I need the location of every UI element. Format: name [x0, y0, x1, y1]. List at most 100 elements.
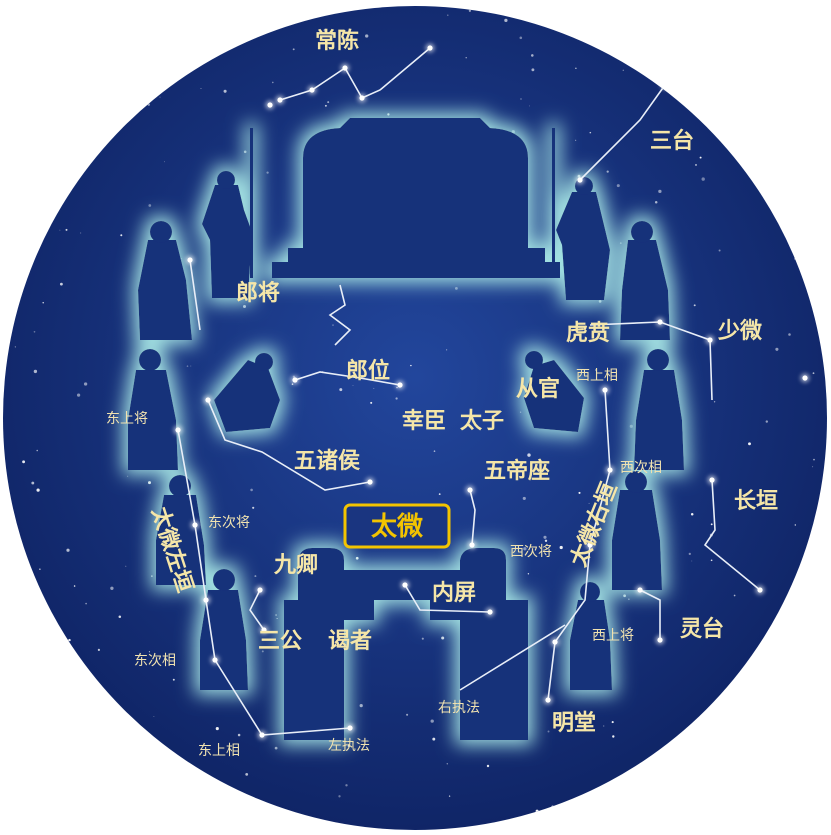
background-star	[223, 89, 227, 93]
background-star	[120, 234, 123, 237]
background-star	[693, 304, 696, 307]
background-star	[218, 809, 222, 813]
background-star	[446, 349, 448, 351]
background-star	[718, 54, 721, 58]
background-star	[28, 93, 31, 96]
label-xicijiang: 西次将	[510, 544, 552, 560]
label-dongshangjiang: 东上将	[106, 411, 148, 427]
background-star	[733, 594, 736, 597]
background-star	[527, 453, 531, 457]
background-star	[6, 694, 10, 698]
background-star	[589, 131, 592, 134]
background-star	[690, 512, 694, 516]
background-star	[159, 96, 161, 98]
background-star	[243, 305, 246, 308]
background-star	[85, 602, 87, 605]
background-star	[813, 458, 815, 461]
background-star	[57, 707, 60, 711]
named-star	[212, 657, 218, 663]
background-star	[722, 757, 724, 759]
background-star	[252, 506, 255, 509]
background-star	[595, 369, 597, 371]
background-star	[37, 222, 39, 225]
background-star	[616, 184, 620, 188]
named-star	[802, 375, 808, 381]
background-star	[180, 257, 182, 259]
named-star	[192, 522, 198, 528]
background-star	[688, 552, 691, 556]
background-star	[611, 721, 614, 724]
background-star	[365, 34, 369, 38]
named-star	[342, 65, 348, 71]
named-star	[487, 609, 493, 615]
named-star	[309, 87, 315, 93]
background-star	[186, 365, 189, 367]
background-star	[750, 691, 753, 693]
background-star	[619, 242, 622, 244]
named-star	[707, 337, 713, 343]
named-star	[359, 95, 365, 101]
background-star	[127, 475, 129, 477]
background-star	[701, 177, 705, 181]
background-star	[760, 798, 762, 801]
background-star	[778, 805, 781, 808]
background-star	[586, 13, 589, 15]
background-star	[695, 163, 697, 166]
background-star	[276, 617, 278, 620]
background-star	[73, 585, 76, 587]
background-star	[327, 101, 330, 104]
background-star	[345, 784, 348, 787]
kneeling-figure-right	[524, 360, 584, 432]
background-star	[215, 727, 219, 731]
named-star	[469, 542, 475, 548]
background-star	[656, 36, 658, 38]
background-star	[803, 110, 806, 112]
background-star	[812, 466, 814, 468]
background-star	[7, 576, 10, 579]
right-officials	[570, 221, 684, 690]
background-star	[29, 75, 32, 78]
label-jiuqing: 九卿	[273, 552, 318, 578]
label-youzhifa: 右执法	[438, 700, 480, 716]
background-star	[110, 586, 114, 590]
center-title-box: 太微	[343, 503, 451, 549]
background-star	[68, 638, 71, 642]
background-star	[598, 300, 602, 303]
background-star	[31, 784, 34, 787]
background-star	[520, 98, 522, 100]
background-star	[465, 57, 467, 59]
background-star	[410, 364, 412, 367]
background-star	[446, 763, 448, 765]
background-star	[148, 481, 151, 485]
background-star	[765, 420, 768, 423]
background-star	[623, 594, 626, 598]
label-xishangxiang: 西上相	[576, 368, 618, 384]
background-star	[14, 346, 16, 348]
background-star	[39, 568, 41, 570]
background-star	[33, 369, 38, 374]
background-star	[275, 614, 278, 616]
label-dongshangxiang: 东上相	[198, 743, 240, 759]
background-star	[331, 31, 335, 36]
background-star	[629, 424, 633, 428]
background-star	[22, 460, 26, 464]
left-officials	[128, 221, 248, 690]
background-star	[813, 739, 816, 741]
background-star	[781, 53, 784, 55]
named-star	[367, 479, 373, 485]
background-star	[165, 81, 167, 84]
background-star	[42, 725, 45, 729]
background-star	[36, 488, 40, 492]
background-star	[603, 725, 605, 727]
background-star	[23, 731, 26, 733]
label-neiping: 内屏	[432, 580, 476, 606]
background-star	[751, 115, 754, 118]
background-star	[359, 703, 363, 708]
background-star	[738, 767, 740, 769]
label-lingtai: 灵台	[680, 616, 724, 642]
background-star	[30, 212, 33, 215]
named-star	[545, 697, 551, 703]
label-xicixiang: 西次相	[620, 460, 662, 476]
background-star	[32, 252, 34, 254]
background-star	[739, 83, 742, 85]
